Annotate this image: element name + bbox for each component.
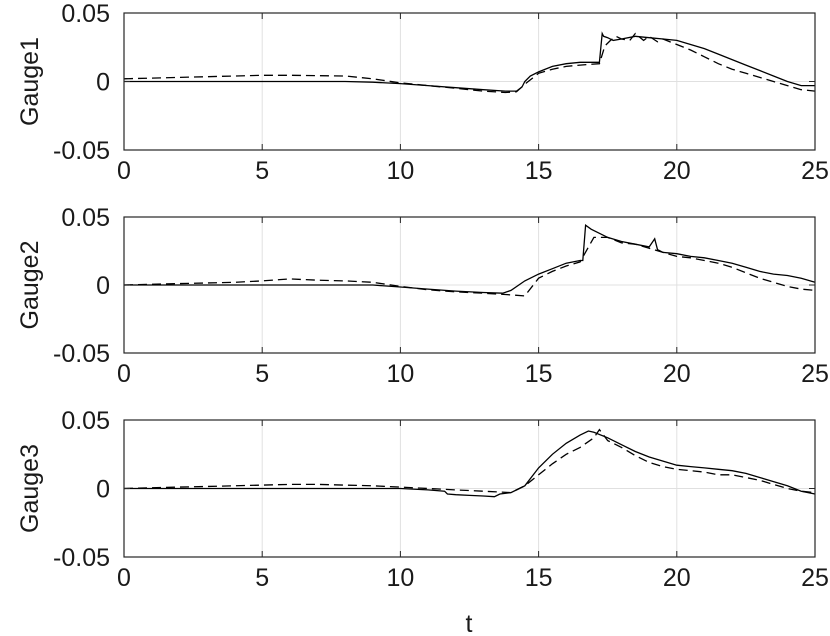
x-tick-label: 15 [525,360,553,388]
y-tick-label: -0.05 [53,137,110,165]
dashed-series-line [123,32,816,94]
y-axis-label: Gauge2 [16,241,44,330]
x-axis-label: t [466,610,473,636]
y-axis-label: Gauge1 [16,37,44,126]
x-tick-label: 0 [117,360,131,388]
y-axis-label: Gauge3 [16,444,44,533]
x-tick-label: 25 [801,157,829,185]
x-tick-label: 25 [801,360,829,388]
x-tick-label: 20 [663,157,691,185]
dashed-series-line [123,236,816,297]
solid-series-line [124,31,815,92]
x-tick-label: 5 [255,564,269,592]
y-tick-label: 0.05 [61,204,110,232]
x-tick-label: 15 [525,157,553,185]
x-tick-label: 5 [255,360,269,388]
y-tick-label: -0.05 [53,340,110,368]
y-tick-label: 0 [96,476,110,504]
x-tick-label: 25 [801,564,829,592]
x-tick-label: 0 [117,564,131,592]
x-tick-label: 0 [117,157,131,185]
y-tick-label: 0 [96,69,110,97]
y-tick-label: 0.05 [61,0,110,28]
x-tick-label: 20 [663,360,691,388]
y-tick-label: 0 [96,272,110,300]
x-tick-label: 5 [255,157,269,185]
x-tick-label: 20 [663,564,691,592]
x-tick-label: 10 [386,360,414,388]
y-tick-label: -0.05 [53,544,110,572]
y-tick-label: 0.05 [61,407,110,435]
solid-series-line [124,430,816,498]
dashed-series-line [123,428,816,494]
x-tick-label: 10 [386,157,414,185]
x-tick-label: 15 [525,564,553,592]
x-tick-label: 10 [386,564,414,592]
